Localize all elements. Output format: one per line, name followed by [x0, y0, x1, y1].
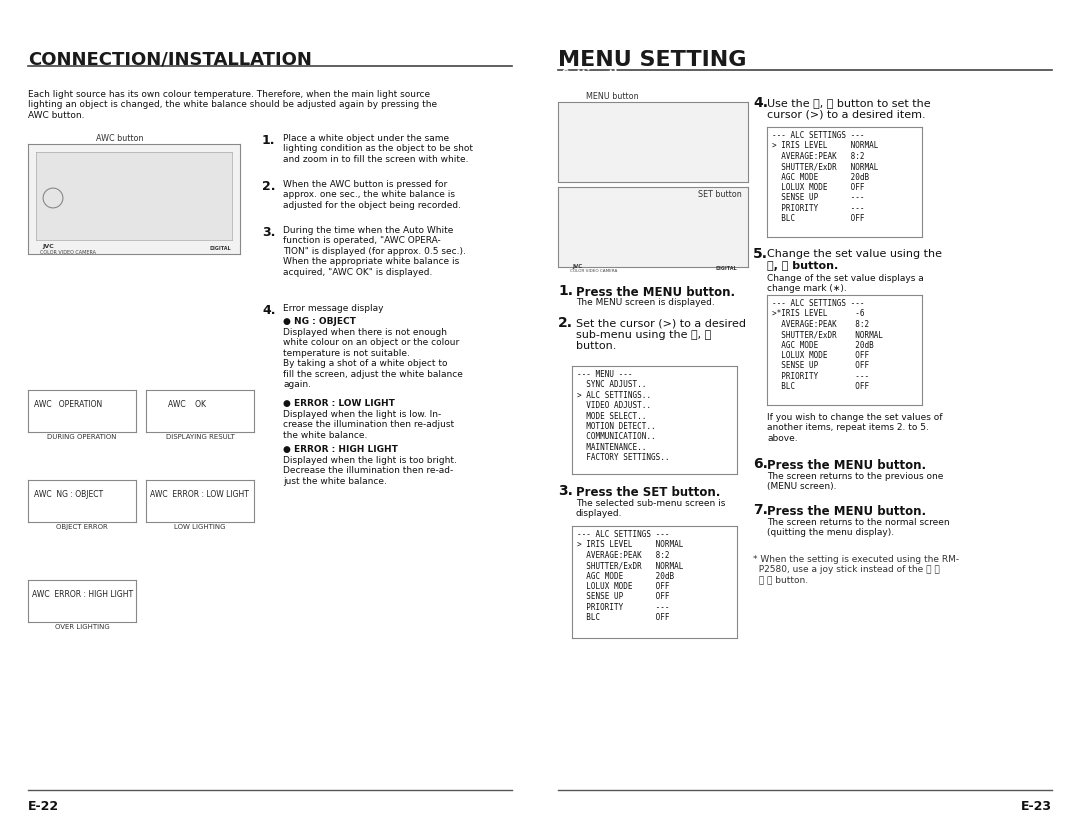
Text: The selected sub-menu screen is
displayed.: The selected sub-menu screen is displaye…: [576, 499, 726, 519]
Text: DIGITAL: DIGITAL: [716, 266, 738, 271]
Text: ● ERROR : HIGH LIGHT: ● ERROR : HIGH LIGHT: [283, 445, 397, 454]
Text: Place a white object under the same
lighting condition as the object to be shot
: Place a white object under the same ligh…: [283, 134, 473, 163]
Text: 3.: 3.: [262, 226, 275, 239]
Text: 7.: 7.: [753, 503, 768, 517]
Text: Press the MENU button.: Press the MENU button.: [576, 286, 735, 299]
Text: 2.: 2.: [262, 180, 275, 193]
Text: DIGITAL: DIGITAL: [210, 246, 231, 251]
Text: CONNECTION/INSTALLATION: CONNECTION/INSTALLATION: [28, 50, 312, 68]
Text: OVER LIGHTING: OVER LIGHTING: [55, 624, 109, 630]
Text: AWC  ERROR : LOW LIGHT: AWC ERROR : LOW LIGHT: [150, 490, 248, 499]
Text: ⓪, ⓪ button.: ⓪, ⓪ button.: [767, 261, 838, 271]
Text: 1.: 1.: [262, 134, 275, 147]
Text: Set the cursor (>) to a desired
sub-menu using the ⓪, ⓪
button.: Set the cursor (>) to a desired sub-menu…: [576, 318, 746, 351]
Text: The screen returns to the previous one
(MENU screen).: The screen returns to the previous one (…: [767, 472, 943, 491]
Text: JVC: JVC: [572, 264, 582, 269]
Text: --- ALC SETTINGS ---
> IRIS LEVEL     NORMAL
  AVERAGE:PEAK   8:2
  SHUTTER/ExDR: --- ALC SETTINGS --- > IRIS LEVEL NORMAL…: [577, 530, 684, 622]
Text: OBJECT ERROR: OBJECT ERROR: [56, 524, 108, 530]
Text: DURING OPERATION: DURING OPERATION: [48, 434, 117, 440]
Text: AWC button: AWC button: [96, 134, 144, 143]
Text: Error message display: Error message display: [283, 304, 383, 313]
Text: 1.: 1.: [558, 284, 573, 298]
Text: Change the set value using the: Change the set value using the: [767, 249, 942, 259]
Text: 4.: 4.: [753, 96, 768, 110]
Text: MENU button: MENU button: [586, 92, 638, 101]
Text: AWC    OK: AWC OK: [168, 400, 206, 409]
Text: * When the setting is executed using the RM-
  P2580, use a joy stick instead of: * When the setting is executed using the…: [753, 555, 959, 585]
Text: Press the MENU button.: Press the MENU button.: [767, 505, 927, 518]
Text: Setting the menu: Setting the menu: [562, 69, 664, 79]
Text: --- ALC SETTINGS ---
>*IRIS LEVEL      -6
  AVERAGE:PEAK    8:2
  SHUTTER/ExDR  : --- ALC SETTINGS --- >*IRIS LEVEL -6 AVE…: [772, 299, 883, 391]
Text: COLOR VIDEO CAMERA: COLOR VIDEO CAMERA: [40, 250, 96, 255]
Text: Change of the set value displays a
change mark (∗).: Change of the set value displays a chang…: [767, 274, 923, 294]
Text: Displayed when the light is low. In-
crease the illumination then re-adjust
the : Displayed when the light is low. In- cre…: [283, 410, 454, 440]
Text: 4.: 4.: [262, 304, 275, 317]
Text: ● ERROR : LOW LIGHT: ● ERROR : LOW LIGHT: [283, 399, 395, 408]
Text: AWC   OPERATION: AWC OPERATION: [33, 400, 103, 409]
Text: 5.: 5.: [753, 247, 768, 261]
Text: AWC  ERROR : HIGH LIGHT: AWC ERROR : HIGH LIGHT: [32, 590, 133, 599]
Text: Press the SET button.: Press the SET button.: [576, 486, 720, 499]
Text: ● NG : OBJECT: ● NG : OBJECT: [283, 317, 356, 326]
Text: 3.: 3.: [558, 484, 572, 498]
Text: The MENU screen is displayed.: The MENU screen is displayed.: [576, 298, 715, 307]
Text: If you wish to change the set values of
another items, repeat items 2. to 5.
abo: If you wish to change the set values of …: [767, 413, 943, 443]
Text: 2.: 2.: [558, 316, 573, 330]
Text: MENU SETTING: MENU SETTING: [558, 50, 746, 70]
Text: E-23: E-23: [1021, 800, 1052, 813]
Text: LOW LIGHTING: LOW LIGHTING: [174, 524, 226, 530]
Text: Press the MENU button.: Press the MENU button.: [767, 459, 927, 472]
Text: During the time when the Auto White
function is operated, "AWC OPERA-
TION" is d: During the time when the Auto White func…: [283, 226, 465, 277]
Text: --- MENU ---
  SYNC ADJUST..
> ALC SETTINGS..
  VIDEO ADJUST..
  MODE SELECT..
 : --- MENU --- SYNC ADJUST.. > ALC SETTING…: [577, 370, 670, 462]
Text: AWC  NG : OBJECT: AWC NG : OBJECT: [33, 490, 103, 499]
Text: Each light source has its own colour temperature. Therefore, when the main light: Each light source has its own colour tem…: [28, 90, 437, 120]
Text: COLOR VIDEO CAMERA: COLOR VIDEO CAMERA: [570, 269, 618, 273]
Text: Displayed when the light is too bright.
Decrease the illumination then re-ad-
ju: Displayed when the light is too bright. …: [283, 456, 457, 485]
Text: SET button: SET button: [698, 190, 742, 199]
Text: --- ALC SETTINGS ---
> IRIS LEVEL     NORMAL
  AVERAGE:PEAK   8:2
  SHUTTER/ExDR: --- ALC SETTINGS --- > IRIS LEVEL NORMAL…: [772, 131, 878, 224]
Text: Auto white balance control adjustment: Auto white balance control adjustment: [32, 69, 262, 79]
Text: DISPLAYING RESULT: DISPLAYING RESULT: [165, 434, 234, 440]
Text: When the AWC button is pressed for
approx. one sec., the white balance is
adjust: When the AWC button is pressed for appro…: [283, 180, 461, 210]
Text: JVC: JVC: [42, 244, 54, 249]
Text: Use the ⓪, ⓪ button to set the
cursor (>) to a desired item.: Use the ⓪, ⓪ button to set the cursor (>…: [767, 98, 931, 119]
Text: Displayed when there is not enough
white colour on an object or the colour
tempe: Displayed when there is not enough white…: [283, 328, 463, 389]
Text: 6.: 6.: [753, 457, 768, 471]
Text: E-22: E-22: [28, 800, 59, 813]
Text: The screen returns to the normal screen
(quitting the menu display).: The screen returns to the normal screen …: [767, 518, 949, 537]
